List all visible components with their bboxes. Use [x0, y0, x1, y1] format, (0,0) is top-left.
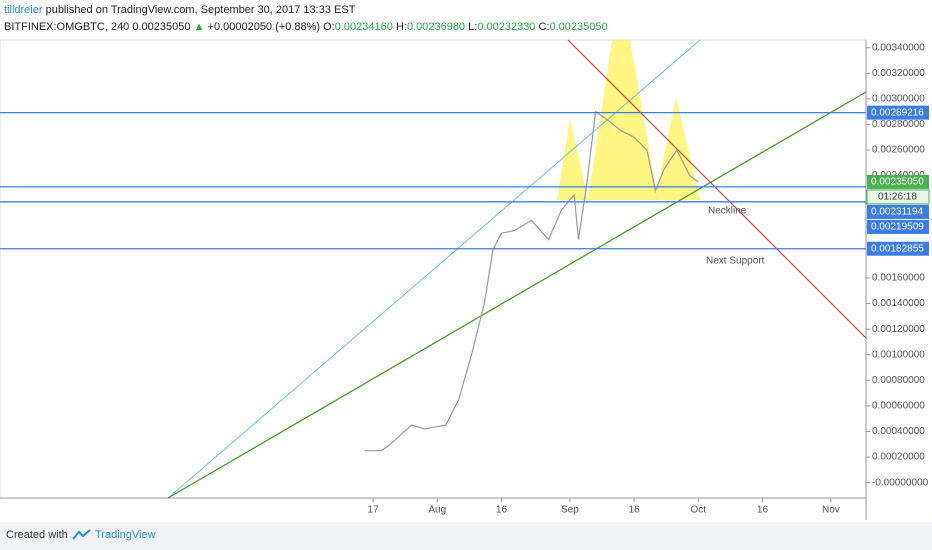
x-tick-label: Aug: [428, 505, 446, 516]
c-label: C:: [538, 21, 550, 33]
trend-line: [567, 39, 867, 339]
x-tick-label: Oct: [690, 505, 706, 516]
left-shoulder: [557, 118, 588, 200]
published: published on TradingView.com, September …: [45, 4, 356, 16]
footer: Created with TradingView: [0, 522, 932, 550]
o-label: O:: [323, 21, 335, 33]
arrow: ▲: [193, 21, 205, 33]
x-tick-label: 17: [368, 505, 380, 516]
created-with: Created with: [6, 529, 68, 541]
y-tick-label: 0.00100000: [872, 349, 925, 360]
price-line: [364, 110, 699, 452]
y-tick-label: 0.00160000: [872, 273, 925, 284]
y-tick-label: 0.00080000: [872, 375, 925, 386]
h-label: H:: [395, 21, 407, 33]
annotation: Neckline: [708, 206, 747, 217]
level-label: 0.00231194: [871, 207, 924, 218]
level-label: 0.00235050: [871, 177, 924, 188]
trend-line: [167, 91, 867, 499]
level-label: 0.00182855: [871, 243, 924, 254]
ohlc-line: BITFINEX:OMGBTC, 240 0.00235050 ▲ +0.000…: [4, 21, 608, 33]
level-label-box: [867, 174, 929, 189]
x-tick-label: Sep: [561, 505, 579, 516]
level-label-box: [867, 241, 929, 256]
author[interactable]: tilldreier: [4, 4, 43, 16]
y-tick-label: 0.00300000: [872, 93, 925, 104]
head: [588, 40, 658, 200]
level-label: 0.00289216: [871, 107, 924, 118]
y-tick-label: 0.00340000: [872, 42, 925, 53]
chart: Neckline Next Support 0.00340000 0.003200…: [0, 39, 930, 520]
low: 0.00232330: [477, 21, 536, 33]
brand[interactable]: TradingView: [95, 529, 156, 541]
x-tick-label: 16: [496, 505, 508, 516]
plot-area: [0, 39, 867, 499]
l-label: L:: [468, 21, 478, 33]
y-tick-label: 0.00060000: [872, 401, 925, 412]
x-tick-label: Nov: [822, 505, 840, 516]
level-label-box: [867, 219, 929, 234]
y-tick-label: 0.00140000: [872, 298, 925, 309]
level-label-box: [867, 204, 929, 219]
x-tick-label: 16: [757, 505, 769, 516]
logo: [72, 529, 91, 540]
high: 0.00236980: [406, 21, 466, 33]
annotation: Next Support: [706, 256, 765, 267]
x-tick-label: 16: [629, 505, 641, 516]
symbol: BITFINEX:OMGBTC, 240: [4, 21, 130, 33]
y-tick-label: 0.00040000: [872, 426, 925, 437]
last: 0.00235050: [132, 21, 191, 33]
level-label-box: [867, 105, 929, 120]
countdown: 01:26:18: [878, 192, 917, 203]
publish-line: tilldreier published on TradingView.com,…: [4, 4, 355, 16]
y-tick-label: 0.00260000: [872, 145, 925, 156]
close: 0.00235050: [549, 21, 608, 33]
open: 0.00234160: [334, 21, 393, 33]
change: +0.00002050 (+0.88%): [207, 21, 321, 33]
y-tick-label: 0.00280000: [872, 119, 925, 130]
y-tick-label: -0.00000000: [872, 477, 929, 488]
level-label: 0.00219509: [871, 222, 924, 233]
countdown-box: [866, 189, 930, 205]
y-tick-label: 0.00320000: [872, 68, 925, 79]
trend-line: [167, 39, 701, 499]
y-tick-label: 0.00020000: [872, 452, 925, 463]
y-tick-label: 0.00120000: [872, 324, 925, 335]
